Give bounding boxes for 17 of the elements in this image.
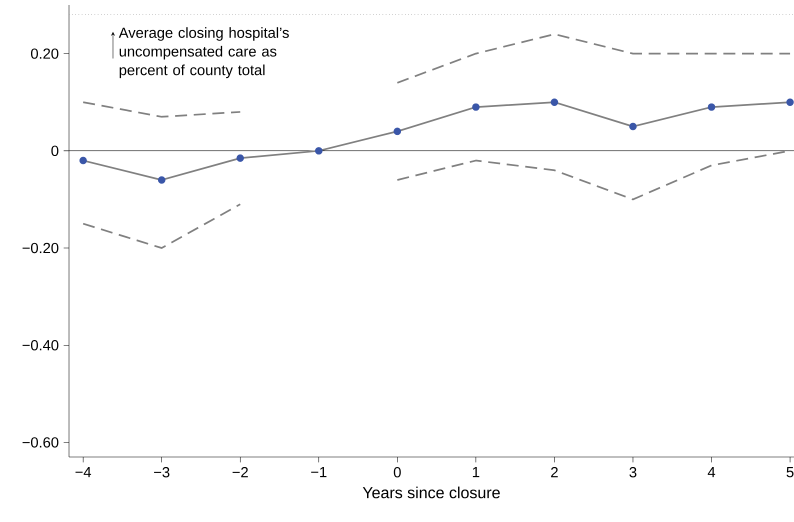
x-tick-label: 3 bbox=[629, 467, 636, 478]
y-tick-label: −0.20 bbox=[22, 242, 58, 254]
x-tick-label: −3 bbox=[154, 467, 170, 478]
y-tick-label: −0.40 bbox=[22, 340, 58, 350]
x-tick-label: 2 bbox=[551, 467, 558, 478]
y-tick-label: −0.60 bbox=[22, 437, 58, 448]
x-tick-label: 4 bbox=[708, 467, 716, 478]
x-tick-label: −4 bbox=[76, 467, 92, 478]
x-tick-label: 1 bbox=[472, 467, 480, 478]
x-tick-label: 5 bbox=[786, 467, 794, 478]
x-tick-label: 0 bbox=[394, 467, 401, 478]
x-tick-label: −2 bbox=[232, 467, 248, 478]
x-axis-title: Years since closure bbox=[362, 486, 500, 498]
ref-line-label: Average closing hospital’s uncompensated care as percent of county total bbox=[118, 27, 289, 78]
y-tick-label: 0.20 bbox=[30, 48, 58, 59]
y-tick-label: 0 bbox=[51, 146, 58, 156]
x-tick-label: −1 bbox=[311, 467, 326, 478]
